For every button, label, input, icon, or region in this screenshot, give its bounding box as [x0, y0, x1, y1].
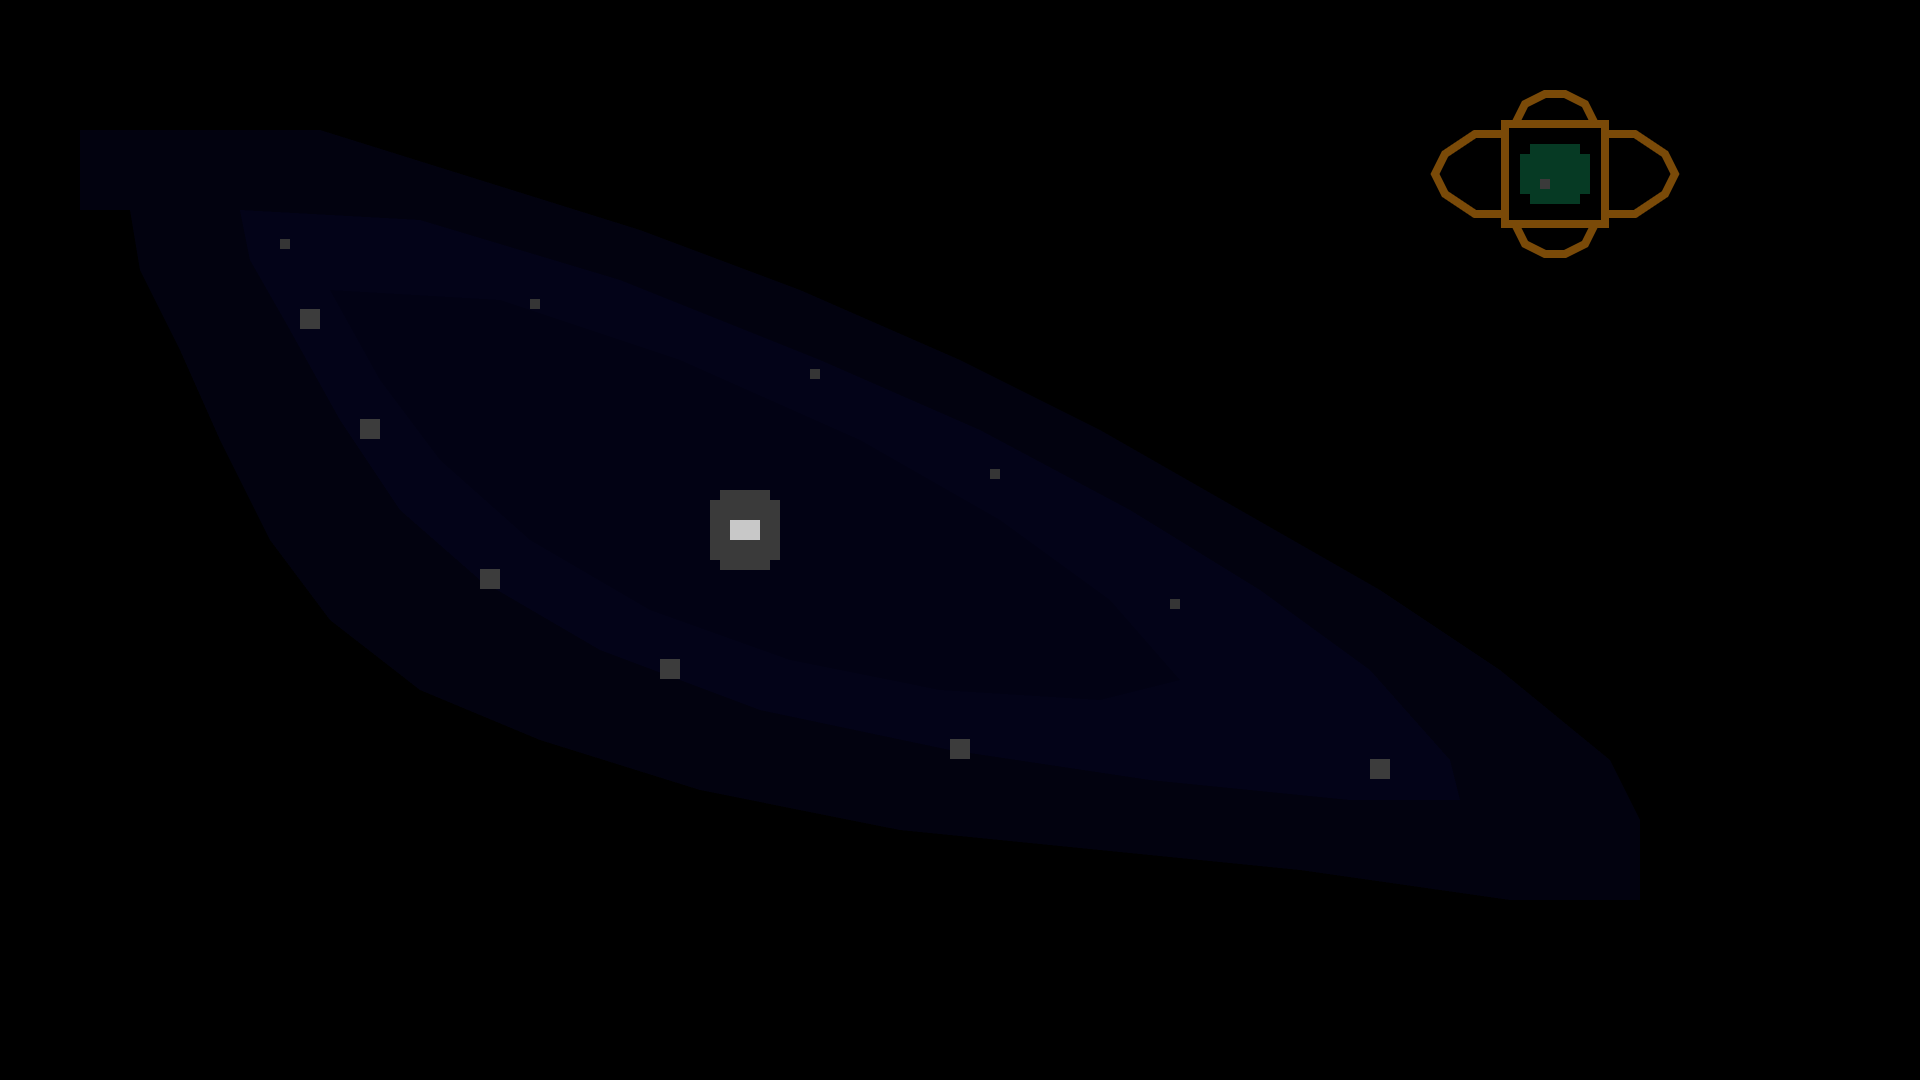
central-star[interactable] — [710, 490, 780, 570]
star-large — [1370, 759, 1390, 779]
nebula-band — [80, 130, 1640, 900]
star-small — [280, 239, 290, 249]
compass-petal-right — [1605, 130, 1680, 218]
compass-petal-left — [1430, 130, 1505, 218]
compass-orb-dot — [1540, 179, 1550, 189]
star-large — [950, 739, 970, 759]
star-small — [810, 369, 820, 379]
star-small — [530, 299, 540, 309]
star-large — [300, 309, 320, 329]
compass-orb-wide — [1520, 154, 1590, 194]
compass-frame-square — [1501, 120, 1609, 228]
star-large — [660, 659, 680, 679]
star-small — [1170, 599, 1180, 609]
central-star-core — [730, 520, 760, 540]
compass-petal-bottom — [1511, 222, 1599, 258]
compass-emblem[interactable] — [1430, 90, 1680, 258]
star-large — [360, 419, 380, 439]
star-large — [480, 569, 500, 589]
star-small — [990, 469, 1000, 479]
compass-petal-top — [1511, 90, 1599, 126]
